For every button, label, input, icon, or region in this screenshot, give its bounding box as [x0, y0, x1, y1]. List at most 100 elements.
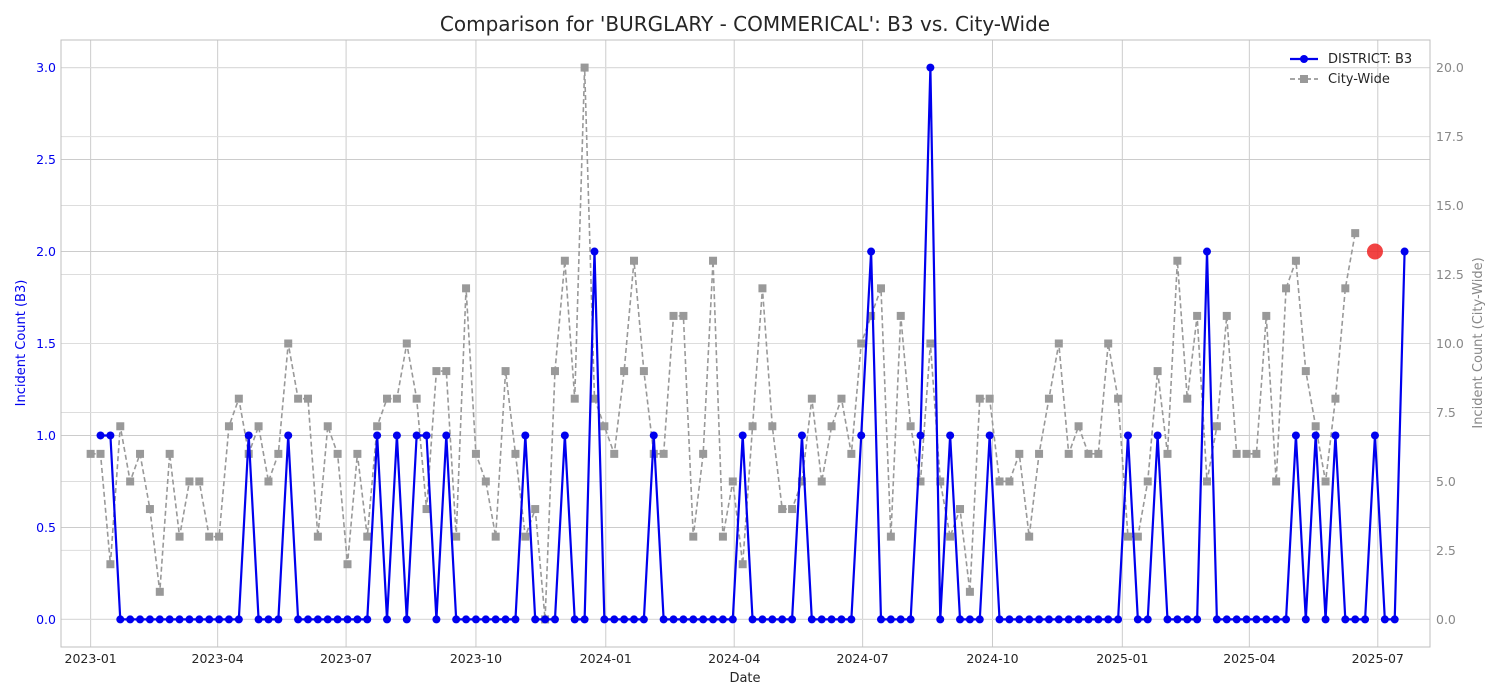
data-point: [600, 422, 609, 431]
data-point: [778, 615, 787, 624]
data-point: [175, 532, 184, 541]
data-point: [234, 394, 243, 403]
data-point: [758, 615, 767, 624]
data-point: [570, 615, 579, 624]
data-point: [1341, 615, 1350, 624]
data-point: [106, 431, 115, 440]
data-point: [718, 532, 727, 541]
data-point: [669, 615, 678, 624]
data-point: [1035, 449, 1044, 458]
data-point: [471, 449, 480, 458]
data-point: [738, 560, 747, 569]
data-point: [748, 422, 757, 431]
data-point: [96, 431, 105, 440]
data-point: [353, 615, 362, 624]
data-point: [550, 367, 559, 376]
y-left-tick-label: 1.5: [36, 336, 56, 351]
data-point: [491, 532, 500, 541]
data-point: [748, 615, 757, 624]
data-point: [106, 560, 115, 569]
data-point: [600, 615, 609, 624]
data-point: [1025, 532, 1034, 541]
data-point: [205, 615, 214, 624]
data-point: [363, 532, 372, 541]
data-point: [1272, 615, 1281, 624]
data-point: [284, 339, 293, 348]
data-point: [1173, 256, 1182, 265]
data-point: [659, 449, 668, 458]
data-point: [857, 431, 866, 440]
data-point: [412, 431, 421, 440]
data-point: [422, 431, 431, 440]
data-point: [1054, 339, 1063, 348]
data-point: [679, 311, 688, 320]
data-point: [1361, 615, 1370, 624]
series-layer: [86, 63, 1409, 624]
data-point: [1094, 449, 1103, 458]
data-point: [560, 431, 569, 440]
y-right-tick-label: 15.0: [1436, 198, 1464, 213]
highlight-point: [1366, 243, 1383, 260]
data-point: [867, 247, 876, 256]
data-point: [481, 477, 490, 486]
data-point: [1252, 615, 1261, 624]
data-point: [906, 422, 915, 431]
data-point: [1311, 422, 1320, 431]
data-point: [274, 449, 283, 458]
data-point: [1351, 615, 1360, 624]
data-point: [274, 615, 283, 624]
data-point: [906, 615, 915, 624]
y-left-tick-label: 0.5: [36, 520, 56, 535]
axes: 2023-01 2023-04 2023-07 2023-10 2024-01 2024-…: [36, 60, 1464, 666]
data-point: [896, 615, 905, 624]
data-point: [610, 615, 619, 624]
data-point: [956, 615, 965, 624]
data-point: [620, 615, 629, 624]
data-point: [1291, 431, 1300, 440]
data-point: [363, 615, 372, 624]
data-point: [817, 615, 826, 624]
data-point: [452, 532, 461, 541]
data-point: [1005, 477, 1014, 486]
series-citywide: [86, 63, 1360, 624]
data-point: [195, 477, 204, 486]
data-point: [985, 431, 994, 440]
data-point: [807, 394, 816, 403]
data-point: [788, 615, 797, 624]
data-point: [827, 422, 836, 431]
data-point: [709, 256, 718, 265]
y-right-tick-label: 10.0: [1436, 336, 1464, 351]
data-point: [1064, 449, 1073, 458]
y-left-tick-label: 1.0: [36, 428, 56, 443]
data-point: [264, 615, 273, 624]
data-point: [313, 615, 322, 624]
data-point: [1311, 431, 1320, 440]
x-tick-label: 2024-07: [837, 651, 889, 666]
data-point: [956, 505, 965, 514]
y-left-tick-label: 2.0: [36, 244, 56, 259]
data-point: [1044, 615, 1053, 624]
data-point: [570, 394, 579, 403]
x-axis-label: Date: [729, 671, 760, 686]
data-point: [313, 532, 322, 541]
data-point: [462, 615, 471, 624]
data-point: [126, 477, 135, 486]
data-point: [1015, 615, 1024, 624]
data-point: [333, 615, 342, 624]
x-tick-label: 2024-01: [580, 651, 632, 666]
legend-citywide-label: City-Wide: [1328, 72, 1390, 87]
data-point: [985, 394, 994, 403]
x-tick-label: 2023-04: [192, 651, 244, 666]
data-point: [323, 615, 332, 624]
data-point: [1370, 431, 1379, 440]
data-point: [679, 615, 688, 624]
chart-title: Comparison for 'BURGLARY - COMMERICAL': …: [440, 12, 1050, 36]
data-point: [521, 431, 530, 440]
data-point: [1390, 615, 1399, 624]
data-point: [1114, 615, 1123, 624]
data-point: [639, 367, 648, 376]
data-point: [926, 63, 935, 72]
data-point: [511, 449, 520, 458]
y-right-tick-label: 7.5: [1436, 405, 1456, 420]
data-point: [1282, 284, 1291, 293]
